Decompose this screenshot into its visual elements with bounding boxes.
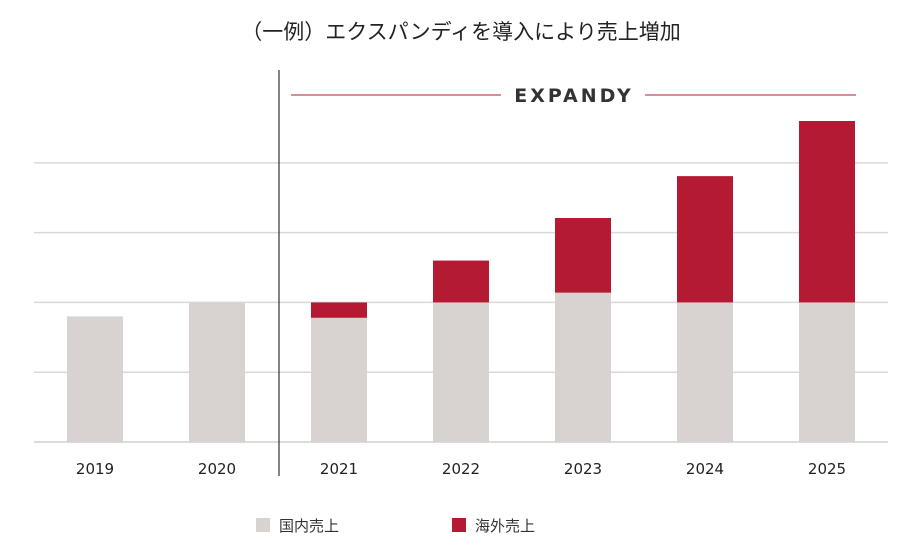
bar-2024-overseas <box>677 176 733 303</box>
bar-2023-overseas <box>555 217 611 293</box>
bar-2022-overseas <box>433 260 489 303</box>
bars <box>67 121 855 442</box>
expandy-label: EXPANDY <box>514 85 634 107</box>
bar-2023-domestic <box>555 292 611 442</box>
bar-2022-domestic <box>433 302 489 442</box>
x-tick-2022: 2022 <box>442 460 480 478</box>
bar-2024-domestic <box>677 302 733 442</box>
x-tick-labels: 2019 2020 2021 2022 2023 2024 2025 <box>76 460 846 478</box>
bar-2021-overseas <box>311 302 367 318</box>
bar-2020-domestic <box>189 302 245 442</box>
bar-2021-domestic <box>311 317 367 442</box>
legend-swatch-domestic <box>256 518 270 532</box>
bar-2019-domestic <box>67 316 123 442</box>
x-tick-2019: 2019 <box>76 460 114 478</box>
legend-label-overseas: 海外売上 <box>475 517 535 535</box>
chart-title: （一例）エクスパンディを導入により売上増加 <box>241 20 681 44</box>
x-tick-2023: 2023 <box>564 460 602 478</box>
legend: 国内売上 海外売上 <box>256 517 535 535</box>
bar-2025-domestic <box>799 302 855 442</box>
legend-label-domestic: 国内売上 <box>279 517 339 535</box>
x-tick-2024: 2024 <box>686 460 724 478</box>
x-tick-2025: 2025 <box>808 460 846 478</box>
legend-swatch-overseas <box>452 518 466 532</box>
x-tick-2020: 2020 <box>198 460 236 478</box>
x-tick-2021: 2021 <box>320 460 358 478</box>
bar-2025-overseas <box>799 121 855 303</box>
